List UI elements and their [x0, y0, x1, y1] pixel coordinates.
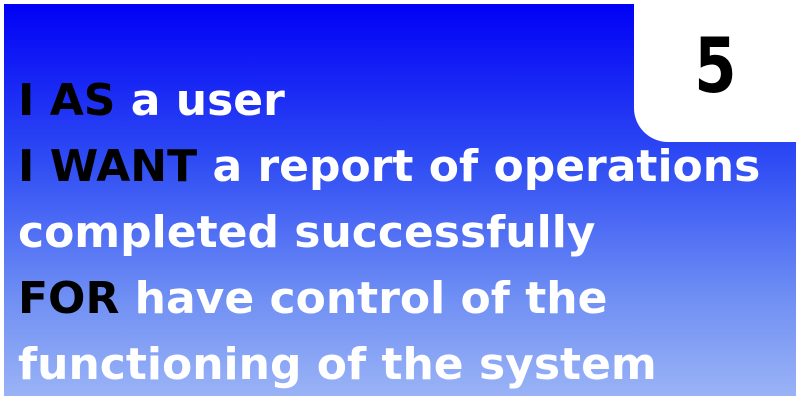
story-line-for: FOR have control of the: [18, 266, 798, 332]
story-line-want: I WANT a report of operations: [18, 134, 798, 200]
for-keyword: FOR: [18, 273, 120, 324]
story-number: 5: [693, 21, 737, 110]
story-line-for-continued: functioning of the system: [18, 332, 798, 398]
story-line-as: I AS a user: [18, 68, 798, 134]
want-keyword: I WANT: [18, 141, 198, 192]
story-number-badge: 5: [634, 4, 796, 142]
story-text: I AS a user I WANT a report of operation…: [18, 68, 798, 398]
as-text: a user: [115, 75, 285, 126]
for-text-continued: functioning of the system: [18, 339, 657, 390]
as-keyword: I AS: [18, 75, 116, 126]
want-text-continued: completed successfully: [18, 207, 596, 258]
story-panel: 5 I AS a user I WANT a report of operati…: [4, 4, 796, 396]
for-text: have control of the: [119, 273, 608, 324]
want-text: a report of operations: [197, 141, 761, 192]
story-line-want-continued: completed successfully: [18, 200, 798, 266]
